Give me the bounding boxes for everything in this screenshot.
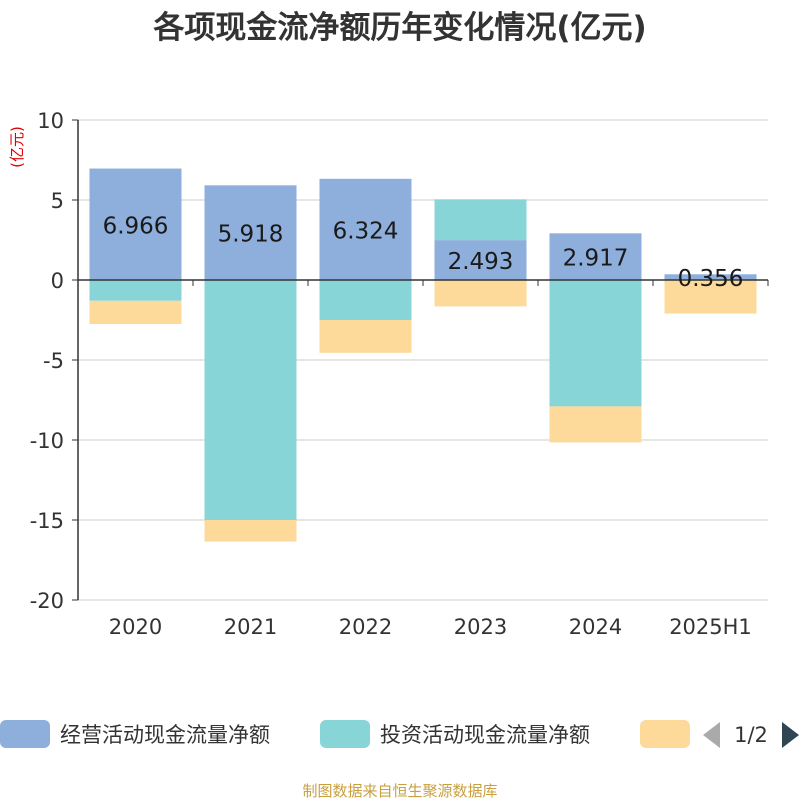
x-tick-label: 2024 [569,615,622,639]
bar-2024-series-2[interactable] [549,280,642,407]
bar-2023-series-1[interactable] [434,240,527,280]
bar-2022-series-2[interactable] [319,280,412,320]
x-tick-label: 2022 [339,615,392,639]
bar-2022-series-3[interactable] [319,320,412,353]
data-label-2022: 6.324 [333,218,399,244]
bar-2023-series-2[interactable] [434,199,527,241]
chart-title: 各项现金流净额历年变化情况(亿元) [152,10,646,46]
bar-2025H1-series-3[interactable] [664,280,757,314]
bars [89,168,757,542]
bar-2024-series-3[interactable] [549,406,642,443]
data-label-2025H1: 0.356 [678,266,744,292]
y-axis-unit: (亿元) [8,126,26,168]
legend-swatch-1[interactable] [0,720,50,748]
legend: 经营活动现金流量净额 投资活动现金流量净额 1/2 [0,720,799,748]
data-label-2020: 6.966 [103,213,169,239]
data-label-2023: 2.493 [448,249,514,275]
legend-label-1[interactable]: 经营活动现金流量净额 [60,723,270,747]
y-tick-label: 5 [51,189,64,213]
legend-next-page-icon[interactable] [782,722,799,748]
bar-2022-series-1[interactable] [319,178,412,280]
y-tick-label: 10 [37,109,64,133]
x-tick-label: 2021 [224,615,277,639]
bar-2020-series-2[interactable] [89,280,182,301]
source-note: 制图数据来自恒生聚源数据库 [302,782,497,800]
bar-2021-series-1[interactable] [204,185,297,280]
data-labels: 6.966 5.918 6.324 2.493 2.917 0.356 [103,213,744,292]
y-tick-label: -20 [30,589,64,613]
y-tick-label: -10 [30,429,64,453]
legend-page-indicator: 1/2 [734,723,768,747]
bar-2020-series-1[interactable] [89,168,182,280]
y-tick-label: -5 [43,349,64,373]
x-tick-label: 2023 [454,615,507,639]
bar-2021-series-2[interactable] [204,280,297,520]
bar-2020-series-3[interactable] [89,300,182,324]
x-tick-label: 2020 [109,615,162,639]
y-tick-label: -15 [30,509,64,533]
x-tick-label: 2025H1 [669,615,752,639]
bar-2023-series-3[interactable] [434,280,527,307]
data-label-2024: 2.917 [563,246,629,272]
y-tick-label: 0 [51,269,64,293]
bar-2025H1-series-1[interactable] [664,274,757,280]
bar-2024-series-1[interactable] [549,233,642,280]
legend-swatch-3[interactable] [640,720,690,748]
bar-2021-series-3[interactable] [204,520,297,542]
axes: 10 5 0 -5 -10 -15 -20 2020 2021 2022 2023 2024 2025H… [30,109,769,639]
legend-swatch-2[interactable] [320,720,370,748]
legend-label-2[interactable]: 投资活动现金流量净额 [380,723,590,747]
legend-prev-page-icon[interactable] [703,722,720,748]
data-label-2021: 5.918 [218,222,284,248]
